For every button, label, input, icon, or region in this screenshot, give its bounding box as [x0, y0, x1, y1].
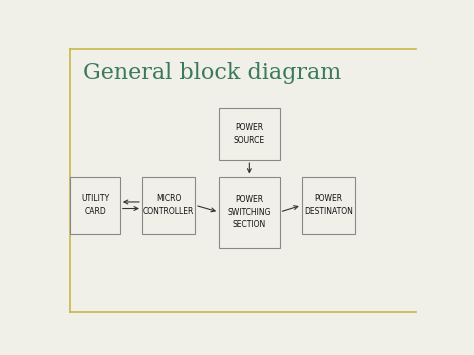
Text: General block diagram: General block diagram — [83, 62, 341, 84]
Bar — [301, 176, 355, 234]
Text: POWER
DESTINATON: POWER DESTINATON — [304, 195, 353, 216]
Bar — [219, 108, 280, 160]
Bar — [219, 176, 280, 248]
Bar — [142, 176, 195, 234]
Text: MICRO
CONTROLLER: MICRO CONTROLLER — [143, 195, 194, 216]
Text: UTILITY
CARD: UTILITY CARD — [81, 195, 109, 216]
Bar — [70, 176, 120, 234]
Text: POWER
SOURCE: POWER SOURCE — [234, 124, 265, 145]
Text: POWER
SWITCHING
SECTION: POWER SWITCHING SECTION — [228, 195, 271, 229]
